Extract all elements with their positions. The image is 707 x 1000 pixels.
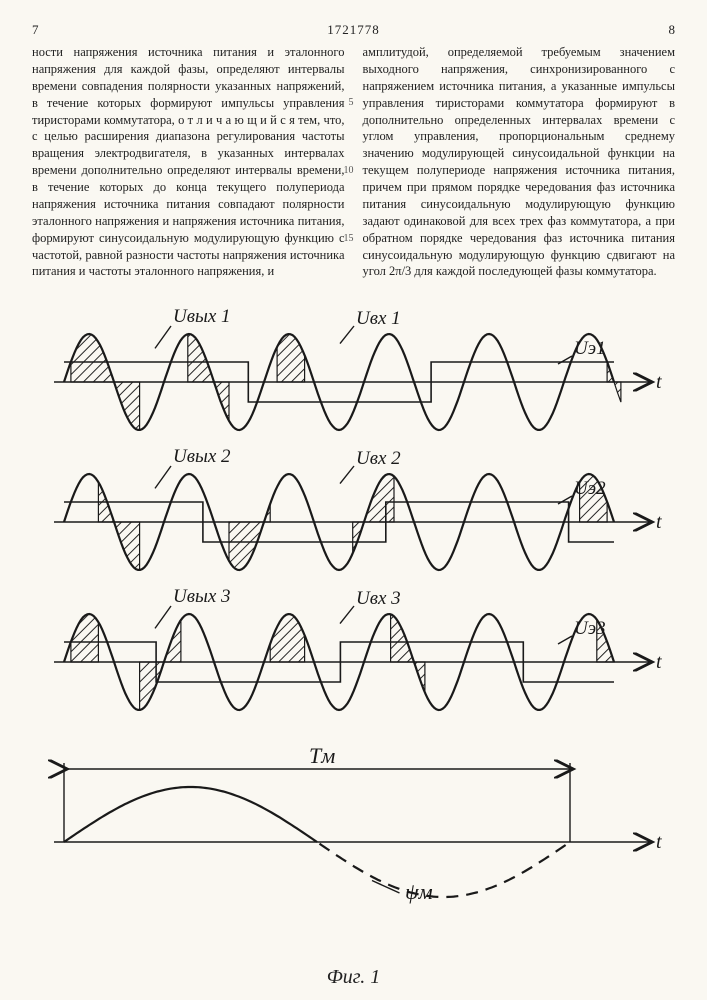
svg-text:Uэ1: Uэ1 <box>574 338 606 359</box>
svg-text:t: t <box>656 511 662 533</box>
svg-text:ψм: ψм <box>405 879 433 904</box>
page-number-right: 8 <box>655 22 675 38</box>
waveform-diagram: t Uвых 1 Uвх 1 Uэ1 t Uвых 2 Uвх 2 Uэ2 t Uвых 3 Uвх… <box>34 302 674 962</box>
line-marker: 15 <box>344 232 354 246</box>
line-marker: 10 <box>344 164 354 178</box>
svg-text:Uвх 2: Uвх 2 <box>356 448 401 469</box>
body-text-columns: ности напряжения источника питания и эта… <box>32 44 675 284</box>
svg-text:t: t <box>656 651 662 673</box>
body-text-left: ности напряжения источника питания и эта… <box>32 45 345 278</box>
figure-caption: Фиг. 1 <box>34 966 674 989</box>
svg-text:t: t <box>656 831 662 853</box>
svg-text:Uэ2: Uэ2 <box>574 478 606 499</box>
svg-text:Tм: Tм <box>309 743 335 768</box>
svg-text:Uвых 3: Uвых 3 <box>173 586 231 607</box>
svg-text:Uвх 1: Uвх 1 <box>356 308 401 329</box>
svg-text:Uвых 2: Uвых 2 <box>173 446 231 467</box>
svg-text:t: t <box>656 371 662 393</box>
page-number-left: 7 <box>32 22 52 38</box>
figure-1: t Uвых 1 Uвх 1 Uэ1 t Uвых 2 Uвх 2 Uэ2 t Uвых 3 Uвх… <box>34 302 674 989</box>
right-column: амплитудой, определяемой требуемым значе… <box>363 44 676 284</box>
document-number: 1721778 <box>327 22 380 38</box>
line-marker: 5 <box>349 96 354 110</box>
header-row: 7 1721778 8 <box>32 22 675 38</box>
svg-text:Uвых 1: Uвых 1 <box>173 306 231 327</box>
left-column: ности напряжения источника питания и эта… <box>32 44 345 284</box>
body-text-right: амплитудой, определяемой требуемым значе… <box>363 45 676 278</box>
svg-text:Uвх 3: Uвх 3 <box>356 588 401 609</box>
svg-text:Uэ3: Uэ3 <box>574 618 606 639</box>
